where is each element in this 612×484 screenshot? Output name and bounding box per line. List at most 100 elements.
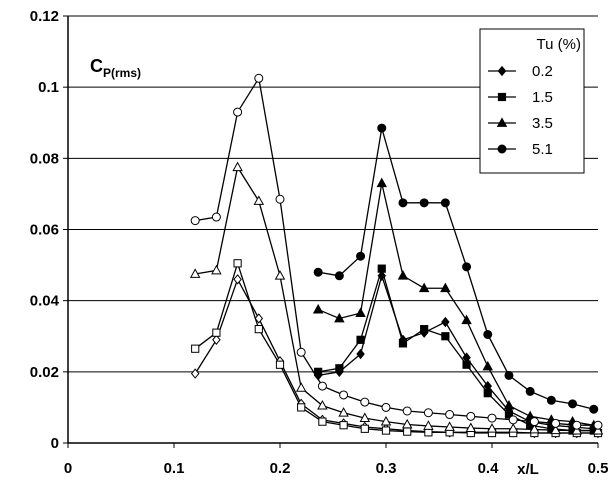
data-point-5.1-open [381,402,391,412]
data-point-5.1-solid [356,251,366,261]
data-point-1.5-solid [441,332,450,341]
data-point-3.5-solid [440,282,451,293]
series-line-0.2-open [194,277,598,434]
legend-label: 0.2 [532,63,553,80]
y-tick-label: 0.1 [38,79,59,96]
data-point-1.5-solid [398,339,408,348]
data-point-3.5-open [550,424,561,435]
legend-label: 3.5 [532,115,553,132]
y-axis-label-main: C [90,56,103,76]
data-point-5.1-solid [504,370,514,380]
data-point-5.1-open [211,212,221,222]
data-point-5.1-solid [334,271,344,281]
data-point-3.5-open [465,422,477,432]
data-point-3.5-open [295,382,307,392]
series-line-3.5-solid [317,183,594,426]
legend-title: Tu (%) [537,36,581,53]
data-point-5.1-open [508,415,518,425]
data-point-5.1-solid [440,198,450,208]
data-point-5.1-solid [546,395,556,405]
data-point-5.1-open [445,410,455,420]
data-point-3.5-open [571,424,583,435]
data-point-3.5-open [274,270,286,280]
y-tick-label: 0.06 [30,222,59,239]
data-point-3.5-open [444,421,455,431]
data-point-3.5-open [486,423,498,433]
y-axis-label: CP(rms) [90,56,141,80]
x-axis-label: x/L [517,461,539,478]
x-tick-label: 0.1 [164,460,185,477]
data-point-1.5-solid [483,389,492,398]
data-point-5.1-solid [589,404,599,414]
x-tick-label: 0.4 [478,460,500,477]
data-point-3.5-solid [503,399,515,410]
data-point-5.1-open [551,418,561,428]
data-point-5.1-open [275,194,285,204]
data-point-3.5-open [401,418,413,429]
data-point-1.5-open [254,325,263,334]
data-point-5.1-open [317,381,327,391]
data-point-0.2-open [190,368,200,379]
legend-marker-circle [497,144,507,154]
data-point-5.1-open [339,390,349,400]
data-point-3.5-open [359,412,371,422]
data-point-3.5-open [423,420,434,430]
data-point-1.5-solid [356,335,365,344]
data-point-1.5-open [403,427,412,436]
y-tick-label: 0 [51,435,59,452]
data-point-0.2-open [212,334,221,345]
y-axis-label-sub: P(rms) [103,66,141,80]
data-point-0.2-open [254,313,264,324]
legend-marker-diamond [497,65,507,77]
data-point-5.1-open [402,406,412,416]
legend: Tu (%) 0.2 1.5 3.5 5.1 [479,28,585,174]
data-point-5.1-solid [419,198,429,208]
data-point-5.1-solid [483,329,493,339]
legend-label: 5.1 [532,141,553,158]
series-line-3.5-open [195,165,598,432]
data-point-5.1-open [360,397,370,407]
data-point-5.1-solid [525,386,535,396]
data-point-1.5-solid [504,410,514,419]
data-point-3.5-solid [461,314,472,325]
legend-marker-square [497,92,507,102]
data-point-5.1-open [529,417,539,427]
data-point-3.5-open [507,423,519,433]
data-point-1.5-solid [314,367,323,376]
data-point-1.5-open [233,259,242,268]
data-point-3.5-solid [376,177,388,188]
data-point-5.1-solid [568,399,578,409]
data-point-5.1-open [487,413,497,423]
series-markers [189,73,604,439]
data-point-5.1-solid [377,123,387,133]
data-point-3.5-open [189,268,201,278]
data-point-3.5-open [317,399,328,410]
data-point-1.5-open [275,360,285,369]
data-point-3.5-open [380,416,392,426]
x-tick-label: 0.3 [376,460,397,477]
data-point-5.1-open [423,408,433,418]
data-point-1.5-open [360,424,369,433]
data-point-3.5-solid [397,270,409,280]
y-tick-label: 0.02 [30,364,59,381]
tick-labels: 0 0.02 0.04 0.06 0.08 0.1 0.12 0 0.1 0.2 0.3 0.5 0.4 [30,8,609,477]
data-point-5.1-open [466,411,476,421]
series-line-1.5-open [194,261,598,434]
data-point-5.1-solid [462,262,472,272]
data-point-0.2-solid [377,270,387,281]
data-point-3.5-open [211,264,222,275]
data-point-1.5-open [212,328,221,337]
data-point-5.1-open [233,107,243,117]
data-point-1.5-open [318,417,327,426]
data-point-5.1-open [296,347,306,357]
data-point-3.5-open [529,423,540,434]
data-point-5.1-open [572,420,582,430]
y-tick-label: 0.12 [30,8,59,25]
data-point-3.5-open [232,161,243,172]
data-point-1.5-solid [335,364,344,373]
data-point-1.5-open [297,403,306,412]
data-point-5.1-open [190,216,200,226]
data-point-1.5-solid [420,325,429,334]
y-tick-label: 0.08 [30,150,59,167]
